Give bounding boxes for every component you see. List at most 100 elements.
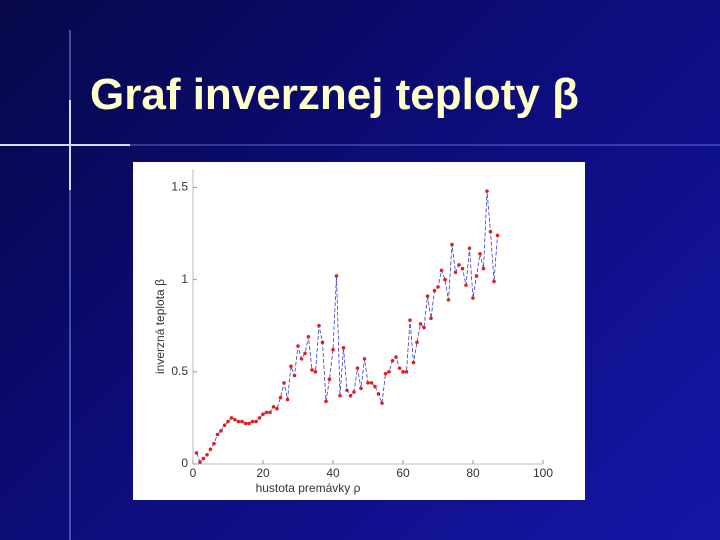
data-point [257,416,262,420]
data-point [247,421,251,426]
data-point [299,357,304,361]
data-point [362,357,367,361]
data-point [313,370,318,374]
data-point [201,456,206,461]
data-point [355,366,360,370]
data-point [324,399,328,404]
data-point [422,325,426,330]
data-point [415,340,419,345]
data-point [271,405,276,409]
data-point [352,390,356,394]
data-point [408,318,412,322]
data-point [278,395,283,400]
data-point [474,274,479,278]
data-point [226,419,230,424]
data-point [495,233,500,238]
data-point [460,266,465,271]
data-point [334,274,339,278]
data-point [303,351,307,356]
data-point [268,410,272,415]
x-axis-label: hustota premávky ρ [256,481,361,495]
data-point [376,392,381,396]
data-point [439,268,444,273]
y-tick-label: 0.5 [171,364,188,378]
data-point [411,360,416,365]
data-point [205,452,209,457]
data-point [194,451,199,455]
data-point [457,263,461,267]
data-point [250,419,255,424]
data-point [233,417,237,422]
data-point [446,298,451,302]
data-point [261,412,265,417]
data-point [481,266,486,271]
data-point [317,323,321,328]
data-point [467,246,472,251]
x-tick-label: 60 [396,466,410,480]
y-tick-label: 1.5 [171,180,188,194]
x-tick-label: 20 [256,466,270,480]
data-point [331,347,335,352]
x-tick-label: 0 [190,466,197,480]
data-point [397,366,402,370]
data-point [492,279,496,284]
data-point [310,368,314,372]
data-point [366,381,370,385]
data-point [359,386,363,391]
data-point [222,423,227,428]
data-point [383,371,388,376]
data-point [485,189,489,193]
data-point [208,447,213,452]
data-point [198,460,202,464]
x-tick-label: 80 [466,466,480,480]
data-point [488,229,493,234]
data-point [338,393,342,398]
data-point [320,340,325,345]
x-tick-label: 100 [533,466,553,480]
data-point [464,283,468,287]
data-point [292,373,297,378]
x-tick-label: 40 [326,466,340,480]
data-point [275,406,279,411]
y-tick-label: 1 [181,272,188,286]
data-point [236,419,241,424]
data-point [443,277,447,282]
data-point [380,401,384,405]
data-point [471,296,475,300]
data-point [327,377,332,381]
data-point [436,285,440,289]
data-point [212,441,216,446]
data-point [243,421,248,426]
data-point [215,432,220,437]
data-point [285,397,290,402]
data-point [373,384,377,389]
data-point [219,429,223,433]
data-point [254,419,258,424]
y-tick-label: 0 [181,456,188,470]
data-point [404,370,409,374]
data-point [478,252,482,256]
data-point [401,370,405,374]
data-point [348,393,353,398]
data-point [418,322,423,326]
data-point [240,419,244,424]
data-point [390,358,395,363]
data-point [453,270,458,275]
data-point [369,381,374,385]
data-point [282,381,286,385]
data-point [229,416,234,420]
data-point [450,242,454,247]
chart: 0 0.5 1 1.5 0 20 40 60 80 100 hustota premávky ρ in… [133,162,585,500]
data-point [432,288,437,293]
data-point [394,355,398,359]
y-axis-label: inverzná teplota β [153,279,167,374]
data-point [306,334,311,339]
data-point [296,344,300,348]
data-point [341,346,346,350]
data-point [429,316,433,321]
data-point [264,410,269,415]
data-point [387,370,391,374]
data-point [345,388,349,393]
